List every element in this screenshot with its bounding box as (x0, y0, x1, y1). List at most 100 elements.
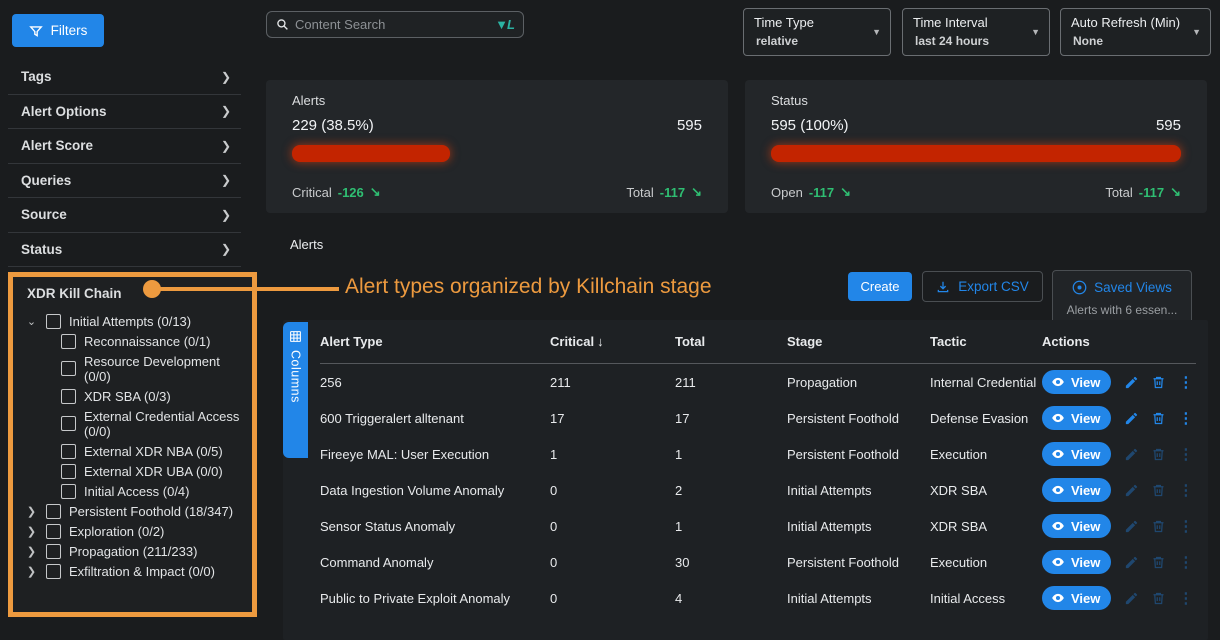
view-button[interactable]: View (1042, 514, 1111, 538)
more-options-icon[interactable]: ⋮ (1178, 589, 1193, 607)
delete-icon[interactable] (1151, 519, 1166, 534)
header-total[interactable]: Total (675, 334, 787, 349)
sidebar-item-queries[interactable]: Queries ❯ (8, 164, 241, 199)
chevron-right-icon[interactable]: ❯ (25, 505, 38, 518)
chevron-right-icon[interactable]: ❯ (25, 525, 38, 538)
view-button[interactable]: View (1042, 442, 1111, 466)
more-options-icon[interactable]: ⋮ (1178, 553, 1193, 571)
delete-icon[interactable] (1151, 591, 1166, 606)
tree-item-external-xdr-uba[interactable]: External XDR UBA (0/0) (21, 461, 246, 481)
tree-item-propagation[interactable]: ❯ Propagation (211/233) (21, 541, 246, 561)
edit-icon[interactable] (1124, 555, 1139, 570)
checkbox-propagation[interactable] (46, 544, 61, 559)
tree-item-resource-development[interactable]: Resource Development (0/0) (21, 351, 246, 386)
more-options-icon[interactable]: ⋮ (1178, 445, 1193, 463)
tree-item-initial-attempts[interactable]: ⌄ Initial Attempts (0/13) (21, 311, 246, 331)
edit-icon[interactable] (1124, 591, 1139, 606)
sidebar-item-status[interactable]: Status ❯ (8, 233, 241, 268)
eye-icon (1051, 483, 1065, 497)
delete-icon[interactable] (1151, 411, 1166, 426)
sidebar-item-alert-score[interactable]: Alert Score ❯ (8, 129, 241, 164)
tree-item-label[interactable]: External Credential Access (0/0) (84, 409, 242, 439)
checkbox-external-xdr-nba[interactable] (61, 444, 76, 459)
edit-icon[interactable] (1124, 483, 1139, 498)
header-actions: Actions (1042, 334, 1196, 349)
tree-item-label[interactable]: Persistent Foothold (18/347) (69, 504, 233, 519)
view-button[interactable]: View (1042, 370, 1111, 394)
checkbox-external-xdr-uba[interactable] (61, 464, 76, 479)
header-alert-type[interactable]: Alert Type (320, 334, 550, 349)
edit-icon[interactable] (1124, 375, 1139, 390)
tree-item-external-credential-access[interactable]: External Credential Access (0/0) (21, 406, 246, 441)
tree-item-label[interactable]: Exploration (0/2) (69, 524, 164, 539)
view-button[interactable]: View (1042, 406, 1111, 430)
sidebar-item-source[interactable]: Source ❯ (8, 198, 241, 233)
tree-item-label[interactable]: Resource Development (0/0) (84, 354, 242, 384)
table-row: Sensor Status Anomaly 0 1 Initial Attemp… (320, 508, 1196, 544)
tree-item-exfiltration-impact[interactable]: ❯ Exfiltration & Impact (0/0) (21, 561, 246, 581)
trend-down-icon: ↘ (1170, 184, 1181, 200)
checkbox-xdr-sba[interactable] (61, 389, 76, 404)
tree-item-label[interactable]: External XDR NBA (0/5) (84, 444, 223, 459)
tree-item-label[interactable]: Initial Attempts (0/13) (69, 314, 191, 329)
checkbox-external-credential-access[interactable] (61, 416, 76, 431)
filters-button[interactable]: Filters (12, 14, 104, 47)
cell-stage: Propagation (787, 375, 930, 390)
export-csv-button[interactable]: Export CSV (922, 271, 1043, 302)
checkbox-exploration[interactable] (46, 524, 61, 539)
more-options-icon[interactable]: ⋮ (1178, 517, 1193, 535)
header-tactic[interactable]: Tactic (930, 334, 1042, 349)
checkbox-exfiltration-impact[interactable] (46, 564, 61, 579)
lucene-filter-icon[interactable]: ▼L (495, 17, 514, 32)
tree-item-label[interactable]: Initial Access (0/4) (84, 484, 190, 499)
tree-item-external-xdr-nba[interactable]: External XDR NBA (0/5) (21, 441, 246, 461)
more-options-icon[interactable]: ⋮ (1178, 481, 1193, 499)
view-button[interactable]: View (1042, 550, 1111, 574)
checkbox-resource-development[interactable] (61, 361, 76, 376)
checkbox-initial-attempts[interactable] (46, 314, 61, 329)
header-critical[interactable]: Critical↓ (550, 334, 675, 349)
delete-icon[interactable] (1151, 375, 1166, 390)
tree-item-xdr-sba[interactable]: XDR SBA (0/3) (21, 386, 246, 406)
edit-icon[interactable] (1124, 411, 1139, 426)
caret-down-icon: ▼ (1192, 27, 1201, 37)
checkbox-initial-access[interactable] (61, 484, 76, 499)
delete-icon[interactable] (1151, 447, 1166, 462)
checkbox-persistent-foothold[interactable] (46, 504, 61, 519)
cell-stage: Persistent Foothold (787, 411, 930, 426)
edit-icon[interactable] (1124, 519, 1139, 534)
view-button[interactable]: View (1042, 586, 1111, 610)
tree-item-label[interactable]: Exfiltration & Impact (0/0) (69, 564, 215, 579)
search-input[interactable] (295, 17, 489, 32)
edit-icon[interactable] (1124, 447, 1139, 462)
create-button[interactable]: Create (848, 272, 912, 301)
tree-item-label[interactable]: External XDR UBA (0/0) (84, 464, 223, 479)
time-interval-dropdown[interactable]: Time Interval last 24 hours ▼ (902, 8, 1050, 56)
footer-label: Total (626, 185, 653, 200)
tree-item-initial-access[interactable]: Initial Access (0/4) (21, 481, 246, 501)
delete-icon[interactable] (1151, 483, 1166, 498)
sidebar-item-tags[interactable]: Tags ❯ (8, 60, 241, 95)
tree-item-label[interactable]: Propagation (211/233) (69, 544, 197, 559)
cell-critical: 1 (550, 447, 675, 462)
sidebar-item-label: Alert Score (21, 138, 93, 153)
sidebar-item-alert-options[interactable]: Alert Options ❯ (8, 95, 241, 130)
time-type-dropdown[interactable]: Time Type relative ▼ (743, 8, 891, 56)
tree-item-label[interactable]: XDR SBA (0/3) (84, 389, 171, 404)
tree-item-exploration[interactable]: ❯ Exploration (0/2) (21, 521, 246, 541)
checkbox-reconnaissance[interactable] (61, 334, 76, 349)
more-options-icon[interactable]: ⋮ (1178, 409, 1193, 427)
chevron-down-icon[interactable]: ⌄ (25, 315, 38, 328)
chevron-right-icon[interactable]: ❯ (25, 565, 38, 578)
alerts-table-panel: Columns Alert Type Critical↓ Total Stage… (283, 320, 1208, 640)
tree-item-label[interactable]: Reconnaissance (0/1) (84, 334, 210, 349)
delete-icon[interactable] (1151, 555, 1166, 570)
tree-item-persistent-foothold[interactable]: ❯ Persistent Foothold (18/347) (21, 501, 246, 521)
chevron-right-icon[interactable]: ❯ (25, 545, 38, 558)
header-stage[interactable]: Stage (787, 334, 930, 349)
auto-refresh-dropdown[interactable]: Auto Refresh (Min) None ▼ (1060, 8, 1211, 56)
tree-item-reconnaissance[interactable]: Reconnaissance (0/1) (21, 331, 246, 351)
more-options-icon[interactable]: ⋮ (1178, 373, 1193, 391)
view-button[interactable]: View (1042, 478, 1111, 502)
columns-button[interactable]: Columns (283, 322, 308, 458)
